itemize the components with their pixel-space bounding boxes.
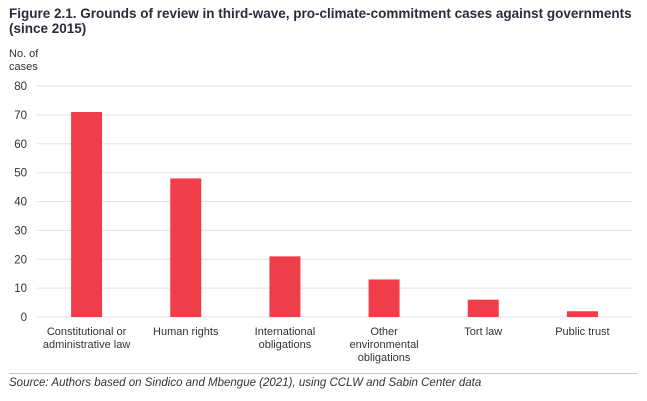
y-tick-label: 60 (14, 139, 27, 151)
y-tick-label: 40 (14, 197, 27, 209)
x-tick-label: Other (370, 326, 398, 338)
bar-2 (269, 256, 301, 317)
source-note: Source: Authors based on Sindico and Mbe… (9, 377, 482, 389)
x-tick-label: administrative law (43, 339, 130, 351)
y-axis-label: No. of cases (9, 48, 39, 73)
y-tick-label: 50 (14, 168, 27, 180)
bar-4 (467, 299, 499, 317)
bar-3 (368, 279, 400, 317)
x-tick-label: obligations (259, 339, 312, 351)
x-tick-label: obligations (358, 352, 411, 364)
bar-0 (71, 111, 103, 317)
bar-1 (170, 178, 202, 317)
bar-5 (566, 311, 598, 317)
x-tick-label: Constitutional or (47, 326, 127, 338)
y-tick-label: 30 (14, 225, 27, 237)
x-tick-label: International (255, 326, 316, 338)
y-tick-label: 80 (14, 81, 27, 93)
x-tick-label: Tort law (464, 326, 502, 338)
x-tick-label: Human rights (153, 326, 219, 338)
x-tick-label: Public trust (555, 326, 609, 338)
x-tick-label: environmental (350, 339, 419, 351)
chart-title: Figure 2.1. Grounds of review in third-w… (9, 6, 632, 36)
y-tick-label: 10 (14, 283, 27, 295)
y-tick-label: 20 (14, 254, 27, 266)
y-tick-label: 70 (14, 110, 27, 122)
y-tick-label: 0 (21, 312, 27, 324)
divider (9, 373, 637, 374)
